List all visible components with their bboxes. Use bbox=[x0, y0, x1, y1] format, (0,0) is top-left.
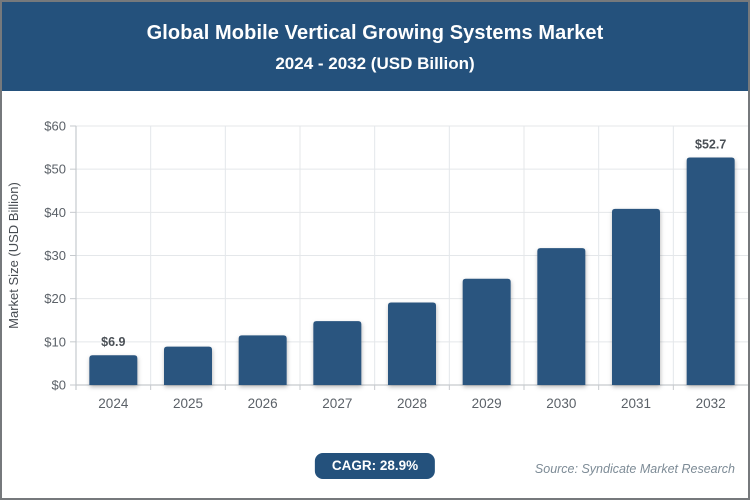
y-tick-label: $40 bbox=[44, 205, 66, 220]
y-axis-title: Market Size (USD Billion) bbox=[6, 182, 21, 329]
cagr-badge: CAGR: 28.9% bbox=[314, 453, 436, 479]
cagr-label: CAGR: 28.9% bbox=[331, 458, 419, 473]
bar-2030 bbox=[537, 248, 586, 385]
x-tick-label: 2029 bbox=[472, 396, 502, 411]
y-tick-label: $60 bbox=[44, 119, 66, 134]
x-tick-label: 2024 bbox=[98, 396, 129, 411]
bar-2025 bbox=[164, 346, 212, 385]
x-tick-label: 2032 bbox=[696, 396, 726, 411]
x-tick-label: 2027 bbox=[322, 396, 352, 411]
y-tick-label: $50 bbox=[44, 162, 66, 177]
chart-header: Global Mobile Vertical Growing Systems M… bbox=[2, 2, 748, 91]
x-tick-label: 2025 bbox=[173, 396, 203, 411]
chart-subtitle: 2024 - 2032 (USD Billion) bbox=[275, 53, 475, 73]
y-tick-label: $0 bbox=[52, 378, 66, 393]
x-tick-label: 2028 bbox=[397, 396, 427, 411]
y-tick-label: $10 bbox=[44, 334, 66, 349]
x-tick-label: 2031 bbox=[621, 396, 651, 411]
y-tick-label: $20 bbox=[44, 291, 66, 306]
bar-value-label: $52.7 bbox=[695, 138, 726, 152]
bar-2032 bbox=[686, 157, 735, 385]
bar-2024 bbox=[89, 355, 138, 385]
chart-title: Global Mobile Vertical Growing Systems M… bbox=[146, 21, 604, 44]
bar-2028 bbox=[388, 302, 436, 385]
bar-chart: $0 $10 $20 $30 $40 $50 $60 $6.9 2024 2025 2026 2027… bbox=[6, 119, 748, 411]
bar-2027 bbox=[313, 321, 362, 385]
bar-2029 bbox=[462, 278, 511, 385]
y-tick-label: $30 bbox=[44, 248, 66, 263]
bar-2026 bbox=[238, 335, 287, 385]
bar-value-label: $6.9 bbox=[101, 335, 125, 349]
source-text: Source: Syndicate Market Research bbox=[534, 462, 735, 476]
x-tick-label: 2030 bbox=[546, 396, 576, 411]
bar-2031 bbox=[612, 208, 660, 385]
x-tick-label: 2026 bbox=[248, 396, 278, 411]
